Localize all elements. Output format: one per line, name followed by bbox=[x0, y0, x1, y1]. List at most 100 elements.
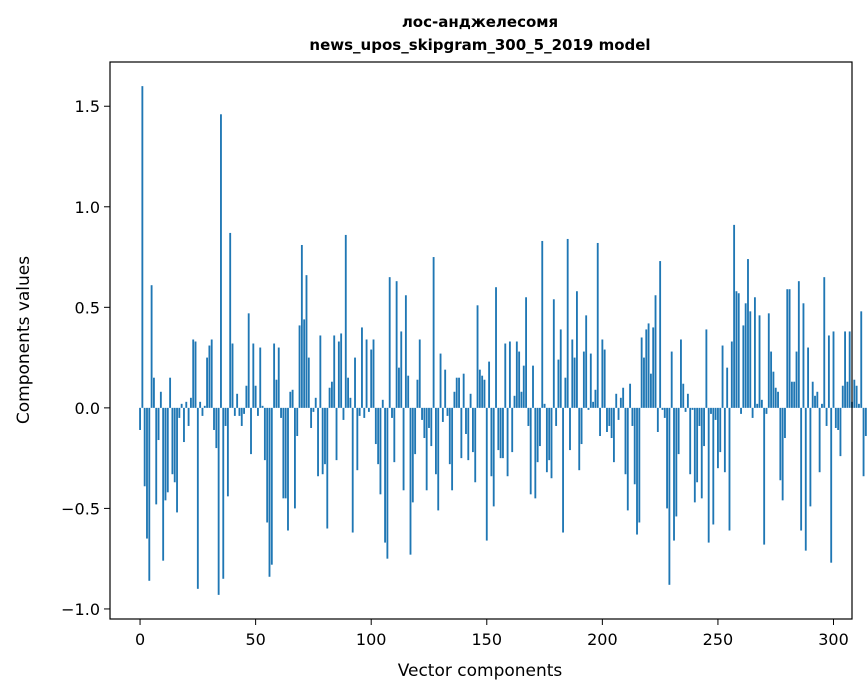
bar-component-70 bbox=[300, 244, 303, 408]
bar-component-85 bbox=[335, 407, 338, 461]
bar-component-56 bbox=[268, 407, 271, 577]
bar-component-37 bbox=[224, 407, 227, 426]
bar-component-5 bbox=[150, 285, 153, 408]
bar-component-289 bbox=[807, 347, 810, 408]
bar-component-134 bbox=[448, 407, 451, 465]
bar-component-0 bbox=[139, 407, 141, 430]
bar-component-123 bbox=[423, 407, 426, 439]
bar-component-236 bbox=[684, 407, 687, 412]
bar-component-277 bbox=[779, 407, 782, 481]
y-axis-label: Components values bbox=[14, 256, 34, 424]
bar-component-8 bbox=[157, 407, 160, 441]
bar-component-194 bbox=[587, 407, 590, 410]
bar-component-298 bbox=[827, 335, 830, 408]
x-tick-label: 100 bbox=[356, 630, 387, 649]
bar-component-21 bbox=[187, 407, 190, 426]
bar-component-280 bbox=[786, 289, 789, 408]
bar-component-187 bbox=[571, 339, 574, 408]
bar-component-2 bbox=[143, 407, 146, 487]
y-tick-label: 0.0 bbox=[75, 399, 100, 418]
bar-component-41 bbox=[233, 407, 236, 416]
bar-component-235 bbox=[682, 383, 685, 408]
bar-component-14 bbox=[171, 407, 174, 475]
bar-component-51 bbox=[257, 407, 259, 416]
bar-component-121 bbox=[418, 339, 421, 408]
bar-component-216 bbox=[638, 407, 641, 523]
bar-component-111 bbox=[395, 281, 398, 408]
bar-component-233 bbox=[677, 407, 680, 455]
bar-component-173 bbox=[539, 407, 541, 447]
bar-component-81 bbox=[326, 407, 329, 529]
x-axis-ticks: 0 50 100 150 200 250 300 bbox=[135, 619, 849, 649]
bar-component-117 bbox=[409, 407, 412, 555]
bar-component-57 bbox=[270, 407, 273, 565]
bar-component-211 bbox=[626, 407, 629, 511]
bar-component-176 bbox=[545, 407, 548, 473]
bar-component-45 bbox=[243, 407, 245, 414]
bar-component-313 bbox=[862, 407, 865, 477]
bar-component-141 bbox=[465, 407, 467, 434]
bar-component-130 bbox=[439, 353, 442, 408]
bar-component-217 bbox=[640, 337, 643, 408]
bar-component-225 bbox=[659, 261, 662, 408]
bar-component-82 bbox=[328, 387, 331, 408]
bar-component-25 bbox=[196, 407, 199, 589]
bar-component-291 bbox=[811, 381, 814, 408]
bar-component-285 bbox=[797, 281, 800, 408]
bar-component-39 bbox=[229, 232, 232, 408]
bar-component-79 bbox=[321, 407, 324, 475]
bar-component-165 bbox=[520, 391, 523, 408]
bar-component-7 bbox=[155, 407, 158, 505]
bar-component-295 bbox=[821, 403, 823, 408]
bar-component-120 bbox=[416, 379, 419, 408]
bar-component-259 bbox=[737, 293, 740, 408]
bar-component-197 bbox=[594, 389, 597, 408]
bar-component-228 bbox=[666, 407, 668, 509]
bar-component-23 bbox=[192, 339, 195, 408]
bar-component-175 bbox=[543, 403, 546, 408]
bar-component-31 bbox=[210, 339, 213, 408]
bar-component-142 bbox=[467, 407, 470, 461]
bar-component-186 bbox=[569, 407, 571, 451]
bar-component-219 bbox=[645, 329, 648, 408]
bar-component-156 bbox=[499, 407, 502, 459]
bar-component-106 bbox=[384, 407, 386, 543]
bar-component-75 bbox=[312, 407, 315, 412]
bar-component-84 bbox=[333, 335, 336, 408]
bar-component-307 bbox=[848, 331, 851, 408]
bar-component-112 bbox=[398, 367, 400, 408]
bar-component-265 bbox=[751, 407, 754, 418]
bar-component-9 bbox=[159, 391, 162, 408]
bar-component-101 bbox=[372, 339, 375, 408]
bar-component-43 bbox=[238, 407, 241, 416]
bar-component-255 bbox=[728, 407, 731, 531]
bar-component-213 bbox=[631, 407, 634, 426]
bar-component-17 bbox=[178, 407, 181, 418]
bar-component-193 bbox=[585, 315, 588, 408]
bar-component-240 bbox=[693, 407, 696, 503]
bar-component-158 bbox=[504, 343, 507, 408]
bar-component-274 bbox=[772, 371, 775, 408]
bar-component-282 bbox=[790, 381, 793, 408]
bar-component-249 bbox=[714, 407, 717, 420]
bar-component-89 bbox=[344, 234, 347, 408]
bar-component-107 bbox=[386, 407, 389, 559]
bar-component-77 bbox=[317, 407, 319, 477]
bar-component-35 bbox=[220, 114, 222, 408]
bar-component-284 bbox=[795, 351, 798, 408]
bar-component-253 bbox=[723, 407, 726, 473]
bar-component-188 bbox=[573, 357, 576, 408]
bar-component-24 bbox=[194, 341, 197, 408]
bar-component-170 bbox=[532, 365, 534, 408]
bar-component-212 bbox=[629, 383, 632, 408]
bar-component-159 bbox=[506, 407, 509, 477]
bar-component-163 bbox=[515, 341, 518, 408]
bar-component-296 bbox=[823, 277, 826, 408]
y-tick-label: 1.0 bbox=[75, 198, 100, 217]
bar-component-30 bbox=[208, 345, 211, 408]
bar-component-113 bbox=[400, 331, 403, 408]
chart-title-line-1: лос-анджелесомя bbox=[402, 13, 558, 31]
bar-component-147 bbox=[478, 369, 481, 408]
bar-component-239 bbox=[691, 407, 694, 410]
bar-component-185 bbox=[566, 238, 569, 408]
